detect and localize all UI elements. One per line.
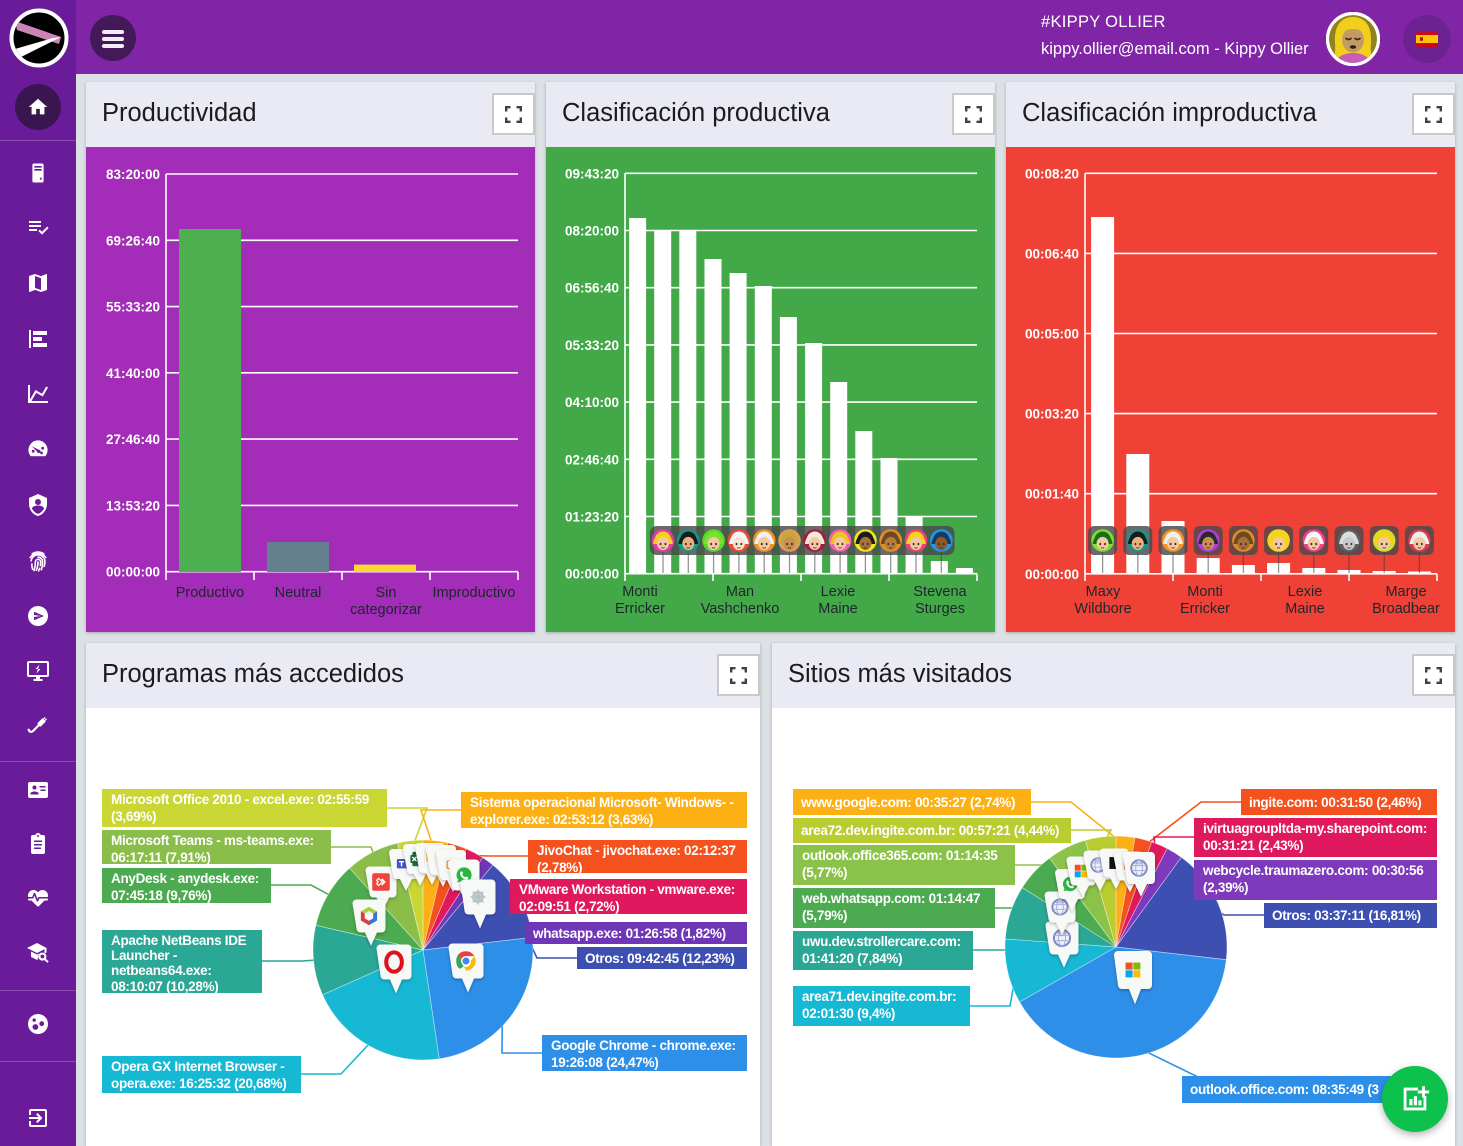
svg-text:Marge: Marge [1385, 584, 1426, 600]
svg-text:Sin: Sin [376, 585, 397, 601]
svg-text:Sturges: Sturges [915, 601, 965, 617]
svg-text:27:46:40: 27:46:40 [106, 432, 160, 447]
svg-text:Erricker: Erricker [615, 601, 665, 617]
svg-text:Vashchenko: Vashchenko [701, 601, 780, 617]
svg-text:Maine: Maine [818, 601, 858, 617]
svg-text:05:33:20: 05:33:20 [565, 338, 619, 353]
svg-text:55:33:20: 55:33:20 [106, 300, 160, 315]
svg-text:categorizar: categorizar [350, 602, 422, 618]
svg-text:69:26:40: 69:26:40 [106, 233, 160, 248]
svg-text:00:08:20: 00:08:20 [1025, 166, 1079, 181]
svg-text:09:43:20: 09:43:20 [565, 166, 619, 181]
svg-text:83:20:00: 83:20:00 [106, 167, 160, 182]
svg-text:Maine: Maine [1285, 601, 1325, 617]
svg-text:04:10:00: 04:10:00 [565, 395, 619, 410]
svg-text:06:56:40: 06:56:40 [565, 281, 619, 296]
svg-text:Broadbear: Broadbear [1372, 601, 1440, 617]
svg-text:Neutral: Neutral [275, 585, 322, 601]
svg-text:01:23:20: 01:23:20 [565, 510, 619, 525]
svg-text:00:01:40: 00:01:40 [1025, 487, 1079, 502]
svg-text:00:05:00: 00:05:00 [1025, 327, 1079, 342]
svg-text:Man: Man [726, 584, 754, 600]
svg-text:Lexie: Lexie [1288, 584, 1323, 600]
svg-text:41:40:00: 41:40:00 [106, 366, 160, 381]
svg-text:Lexie: Lexie [821, 584, 856, 600]
svg-text:Maxy: Maxy [1086, 584, 1121, 600]
svg-text:Productivo: Productivo [176, 585, 245, 601]
svg-text:Monti: Monti [622, 584, 657, 600]
svg-text:00:00:00: 00:00:00 [1025, 567, 1079, 582]
svg-text:Erricker: Erricker [1180, 601, 1230, 617]
svg-text:00:00:00: 00:00:00 [565, 567, 619, 582]
svg-text:08:20:00: 08:20:00 [565, 224, 619, 239]
svg-text:Stevena: Stevena [913, 584, 967, 600]
svg-text:00:06:40: 00:06:40 [1025, 246, 1079, 261]
svg-text:00:00:00: 00:00:00 [106, 565, 160, 580]
svg-text:Monti: Monti [1187, 584, 1222, 600]
svg-text:13:53:20: 13:53:20 [106, 498, 160, 513]
svg-text:02:46:40: 02:46:40 [565, 452, 619, 467]
svg-text:Wildbore: Wildbore [1074, 601, 1131, 617]
svg-text:00:03:20: 00:03:20 [1025, 407, 1079, 422]
svg-text:Improductivo: Improductivo [432, 585, 515, 601]
